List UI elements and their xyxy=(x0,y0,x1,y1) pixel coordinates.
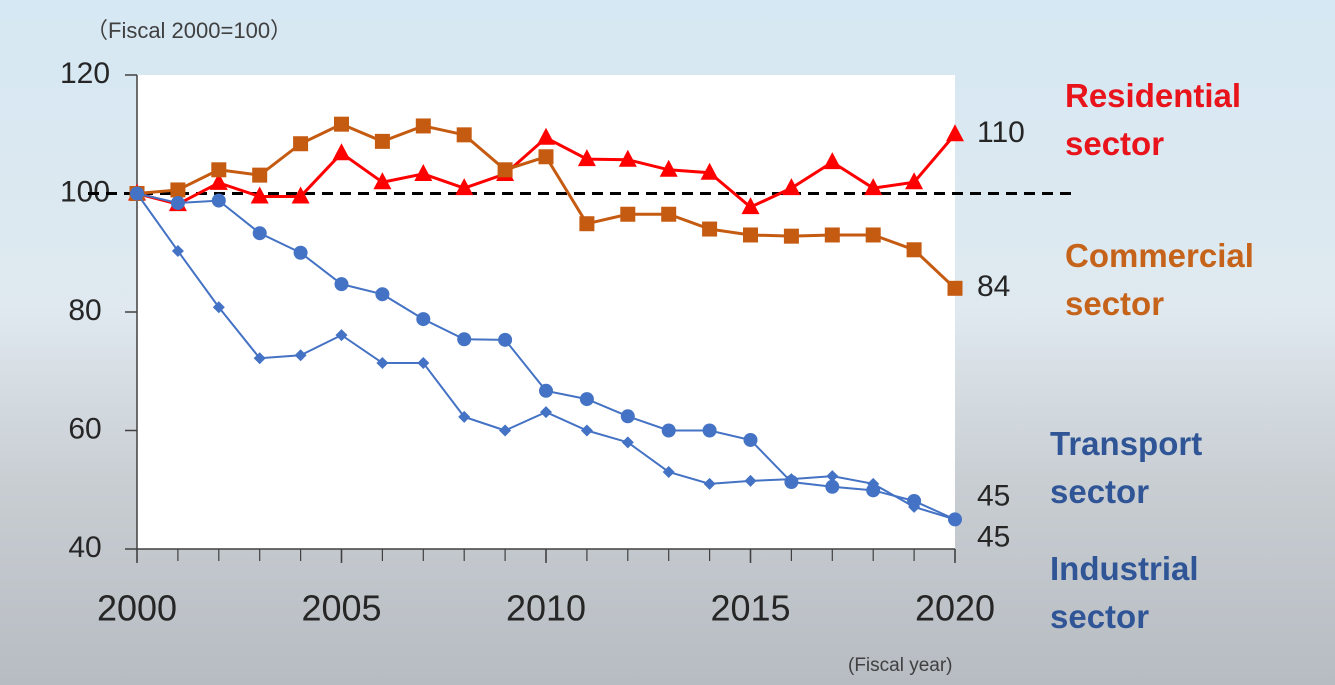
x-tick-label: 2000 xyxy=(97,588,177,629)
marker xyxy=(702,222,717,237)
marker xyxy=(171,196,185,210)
marker xyxy=(866,227,881,242)
marker xyxy=(579,216,594,231)
marker xyxy=(170,182,185,197)
marker xyxy=(335,277,349,291)
marker xyxy=(539,384,553,398)
series-label: Transport sector xyxy=(1050,420,1275,516)
chart: （Fiscal 2000=100） (Fiscal year) 40 60 80 10… xyxy=(0,0,1335,685)
marker xyxy=(375,287,389,301)
marker xyxy=(457,332,471,346)
y-tick-label: 100 xyxy=(60,175,110,208)
y-axis-label: （Fiscal 2000=100） xyxy=(86,18,292,43)
marker xyxy=(375,134,390,149)
marker xyxy=(825,227,840,242)
y-tick-label: 120 xyxy=(60,57,110,90)
marker xyxy=(211,162,226,177)
x-tick-label: 2015 xyxy=(710,588,790,629)
marker xyxy=(620,207,635,222)
series-label: Commercial sector xyxy=(1065,232,1290,328)
marker xyxy=(703,424,717,438)
marker xyxy=(252,168,267,183)
marker xyxy=(948,281,963,296)
marker xyxy=(539,149,554,164)
marker xyxy=(294,246,308,260)
x-tick-label: 2005 xyxy=(301,588,381,629)
y-tick-label: 80 xyxy=(68,294,101,327)
y-tick-label: 40 xyxy=(68,531,101,564)
x-tick-label: 2020 xyxy=(915,588,995,629)
series-label: Residential sector xyxy=(1065,72,1290,168)
series-label: Industrial sector xyxy=(1050,545,1275,641)
marker xyxy=(334,117,349,132)
marker xyxy=(416,312,430,326)
y-tick-label: 60 xyxy=(68,412,101,445)
marker xyxy=(498,162,513,177)
marker xyxy=(907,242,922,257)
marker xyxy=(743,227,758,242)
marker xyxy=(621,409,635,423)
value-label: 45 xyxy=(977,479,1010,512)
marker xyxy=(416,118,431,133)
marker xyxy=(293,136,308,151)
marker xyxy=(498,333,512,347)
value-label: 45 xyxy=(977,520,1010,553)
x-axis-label: (Fiscal year) xyxy=(848,655,953,676)
marker xyxy=(212,194,226,208)
marker xyxy=(457,127,472,142)
marker xyxy=(580,392,594,406)
marker xyxy=(661,207,676,222)
value-label: 110 xyxy=(977,116,1025,149)
marker xyxy=(662,424,676,438)
marker xyxy=(784,229,799,244)
x-tick-label: 2010 xyxy=(506,588,586,629)
marker xyxy=(744,433,758,447)
marker xyxy=(253,226,267,240)
value-label: 84 xyxy=(977,270,1010,303)
